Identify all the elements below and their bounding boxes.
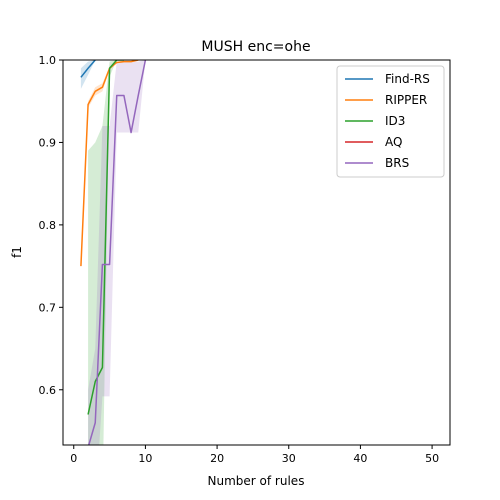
line-id3 xyxy=(87,60,124,415)
y-tick-label: 0.6 xyxy=(39,384,57,397)
legend-label-find-rs: Find-RS xyxy=(385,72,430,86)
line-find-rs xyxy=(80,60,96,78)
legend: Find-RS RIPPER ID3 AQ BRS xyxy=(336,65,445,178)
band-id3 xyxy=(88,60,124,445)
x-axis-ticks: 0 10 20 30 40 50 xyxy=(70,445,439,465)
y-tick-label: 1.0 xyxy=(39,54,57,67)
y-tick-label: 0.9 xyxy=(39,136,57,149)
x-tick-label: 30 xyxy=(282,452,296,465)
x-axis-label: Number of rules xyxy=(208,474,305,488)
x-tick-label: 20 xyxy=(210,452,224,465)
x-tick-label: 40 xyxy=(353,452,367,465)
chart-title: MUSH enc=ohe xyxy=(201,39,310,55)
legend-label-ripper: RIPPER xyxy=(385,93,427,107)
plot-frame xyxy=(62,59,451,446)
y-tick-label: 0.7 xyxy=(39,301,57,314)
series-lines xyxy=(80,60,147,445)
x-tick-label: 10 xyxy=(138,452,152,465)
legend-label-aq: AQ xyxy=(385,135,402,149)
y-axis-ticks: 0.6 0.7 0.8 0.9 1.0 xyxy=(39,54,63,397)
legend-label-id3: ID3 xyxy=(385,114,405,128)
legend-label-brs: BRS xyxy=(385,156,409,170)
legend-box xyxy=(336,65,445,178)
y-tick-label: 0.8 xyxy=(39,219,57,232)
y-axis-label: f1 xyxy=(10,246,24,258)
band-find-rs xyxy=(80,60,96,89)
x-tick-label: 50 xyxy=(425,452,439,465)
plot-area xyxy=(62,59,451,446)
line-brs xyxy=(88,60,147,445)
x-tick-label: 0 xyxy=(70,452,77,465)
